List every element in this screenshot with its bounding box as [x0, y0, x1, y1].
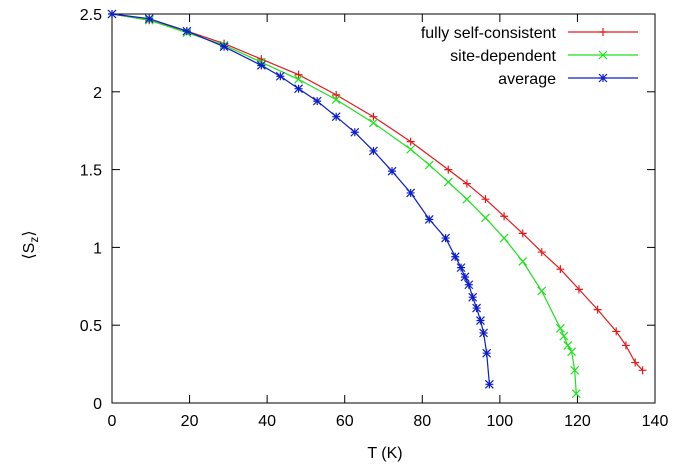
x-tick-label: 100 — [487, 413, 514, 430]
data-point — [450, 252, 460, 262]
data-point — [638, 366, 647, 375]
y-axis-label-main: ⟨S — [21, 243, 38, 260]
data-point — [182, 26, 192, 36]
data-point — [462, 194, 472, 204]
data-point — [369, 112, 378, 121]
plot-frame — [111, 13, 656, 404]
data-point — [444, 165, 453, 174]
data-point — [294, 84, 303, 94]
data-point — [332, 90, 341, 99]
y-tick-label: 2.5 — [80, 7, 102, 24]
axes: 0 20 40 60 80 100 120 140 0 0.5 1 1.5 2 2.5 — [80, 7, 669, 430]
series-line — [111, 13, 490, 385]
data-point — [484, 379, 494, 389]
data-point — [571, 389, 581, 399]
data-point — [555, 323, 565, 333]
legend-marker — [598, 73, 608, 83]
data-point — [537, 286, 547, 296]
data-point — [441, 233, 450, 243]
data-point — [406, 137, 415, 146]
data-point — [406, 188, 416, 198]
x-tick-label: 20 — [181, 413, 199, 430]
x-tick-label: 120 — [564, 413, 591, 430]
data-point — [350, 127, 360, 137]
y-tick-label: 1 — [93, 240, 102, 257]
data-point — [107, 9, 117, 19]
x-tick-label: 60 — [336, 413, 354, 430]
legend-marker — [599, 28, 607, 36]
data-point — [476, 316, 485, 325]
data-point — [275, 71, 285, 81]
x-tick-label: 0 — [108, 413, 117, 430]
y-tick-label: 0.5 — [80, 318, 102, 335]
data-point — [219, 42, 229, 52]
data-point — [256, 60, 266, 70]
data-point — [479, 328, 488, 338]
data-point — [424, 160, 434, 170]
data-point — [144, 14, 154, 24]
y-tick-label: 1.5 — [80, 163, 102, 180]
data-point — [518, 256, 528, 266]
data-point — [462, 179, 471, 188]
x-tick-label: 40 — [258, 413, 276, 430]
legend-label: site-dependent — [450, 48, 556, 65]
x-tick-label: 140 — [642, 413, 669, 430]
series-0 — [108, 10, 647, 375]
series-line — [111, 13, 577, 394]
data-point — [406, 144, 416, 154]
data-point — [593, 305, 602, 314]
data-point — [368, 146, 378, 156]
data-point — [537, 248, 546, 257]
data-point — [294, 74, 303, 84]
plot-series — [107, 9, 647, 399]
data-point — [368, 118, 378, 128]
data-point — [387, 166, 397, 176]
series-1 — [107, 9, 581, 399]
data-point — [481, 195, 490, 204]
data-point — [443, 177, 453, 187]
series-2 — [107, 9, 494, 389]
series-line — [111, 13, 644, 371]
data-point — [331, 95, 341, 105]
data-point — [481, 213, 490, 223]
y-axis-label-end: ⟩ — [21, 230, 38, 236]
data-point — [518, 229, 527, 238]
data-point — [559, 331, 569, 341]
data-point — [567, 347, 577, 357]
data-point — [424, 214, 434, 224]
data-point — [468, 292, 478, 302]
data-point — [294, 70, 303, 79]
y-tick-label: 2 — [93, 85, 102, 102]
legend-label: average — [498, 71, 556, 88]
legend-label: fully self-consistent — [421, 25, 557, 42]
data-point — [456, 263, 466, 273]
data-point — [460, 272, 470, 282]
data-point — [563, 341, 573, 350]
data-point — [631, 358, 640, 367]
legend: fully self-consistent site-dependent avera… — [421, 25, 638, 88]
y-axis-label: ⟨Sz⟩ — [21, 230, 41, 259]
data-point — [500, 212, 509, 221]
data-point — [570, 365, 580, 375]
data-point — [472, 303, 482, 313]
data-point — [482, 348, 492, 358]
x-axis-label: T (K) — [367, 445, 402, 462]
data-point — [556, 265, 565, 274]
y-tick-label: 0 — [93, 396, 102, 413]
data-point — [499, 233, 509, 243]
data-point — [464, 280, 474, 290]
data-point — [331, 112, 341, 122]
data-point — [612, 327, 621, 336]
legend-marker — [598, 50, 608, 60]
data-point — [574, 285, 583, 294]
y-axis-label-subscript: z — [27, 237, 41, 243]
x-tick-label: 80 — [413, 413, 431, 430]
data-point — [312, 96, 322, 106]
data-point — [621, 341, 630, 350]
